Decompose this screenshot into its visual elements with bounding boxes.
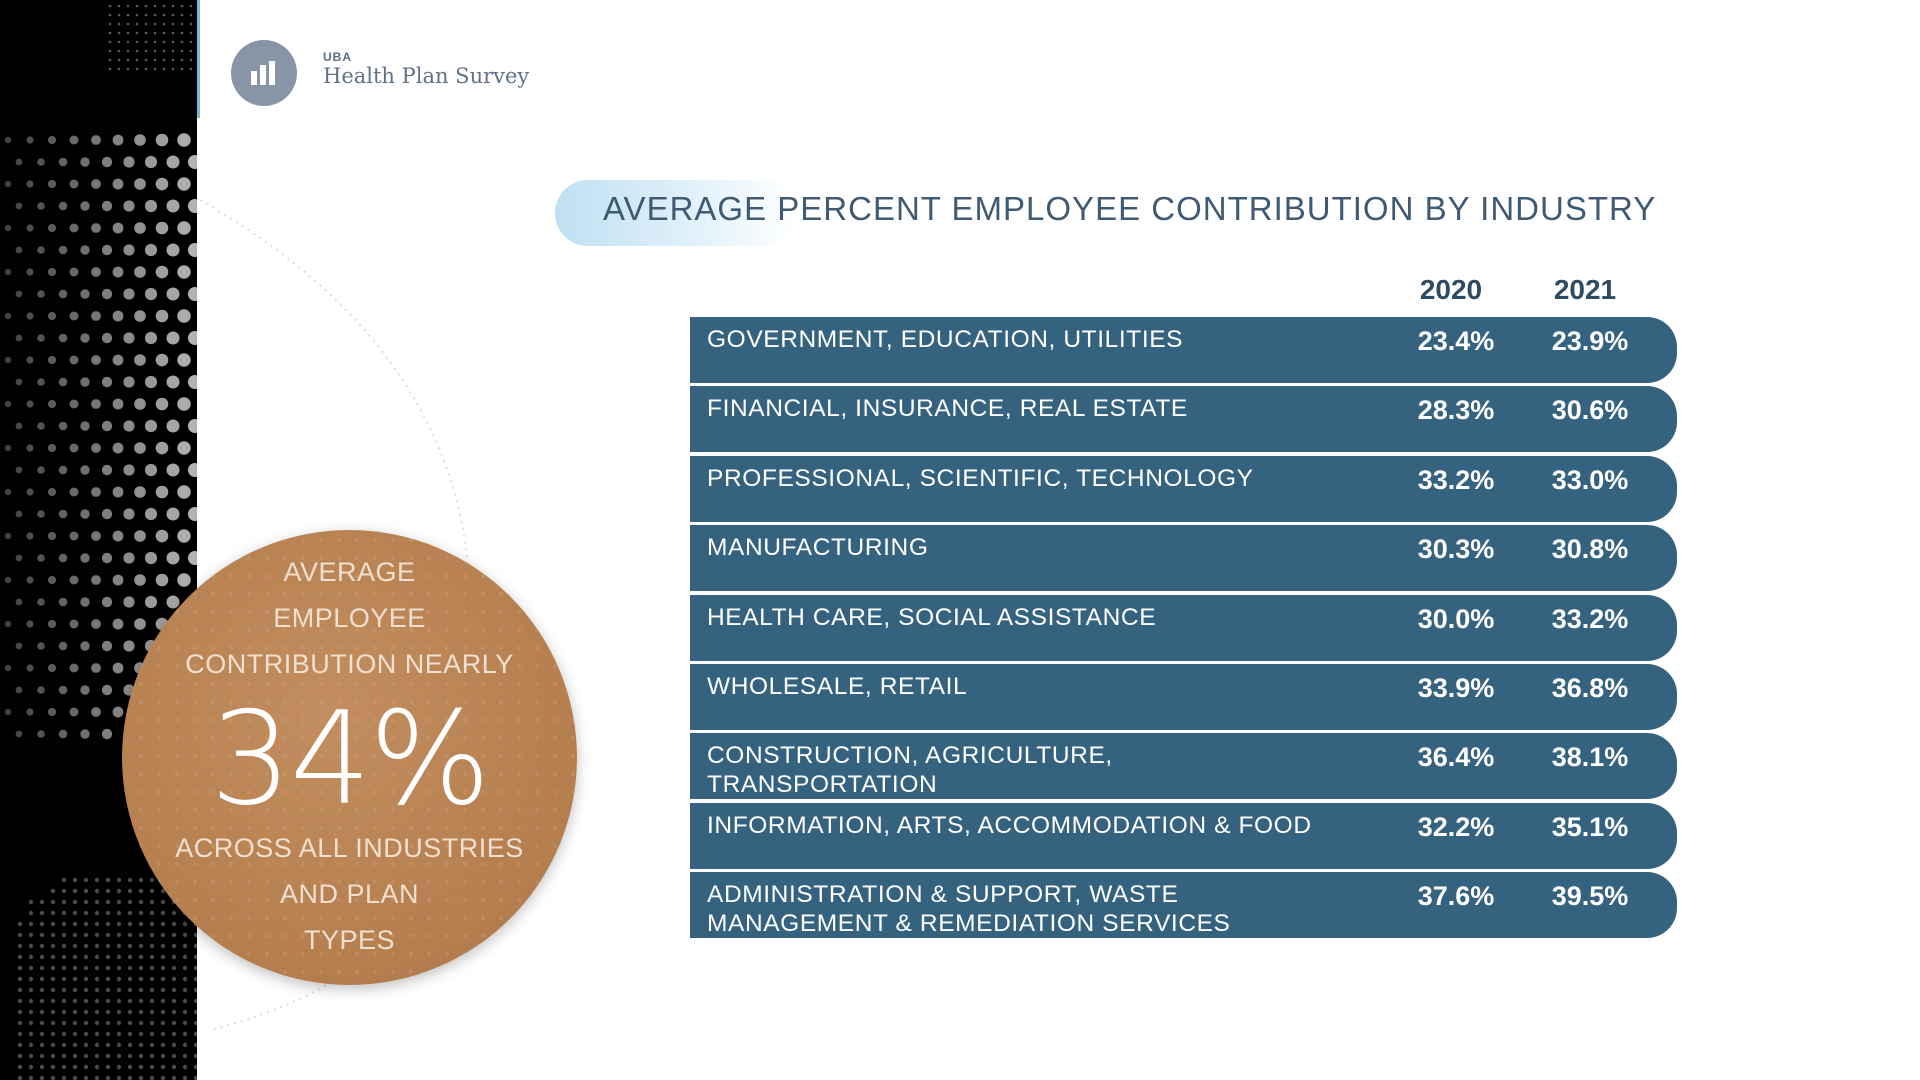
table-row: PROFESSIONAL, SCIENTIFIC, TECHNOLOGY 33.2… — [690, 455, 1677, 522]
row-value-2020: 32.2% — [1417, 811, 1495, 842]
row-industry-label: PROFESSIONAL, SCIENTIFIC, TECHNOLOGY — [707, 464, 1254, 492]
title-highlight — [555, 180, 795, 246]
row-value-2021: 33.2% — [1551, 603, 1629, 634]
table-row: INFORMATION, ARTS, ACCOMMODATION & FOOD 3… — [690, 802, 1677, 869]
logo-title: Health Plan Survey — [323, 64, 530, 88]
dot-pattern — [4, 4, 197, 1080]
row-industry-label: INFORMATION, ARTS, ACCOMMODATION & FOOD — [707, 811, 1312, 839]
row-value-2021: 33.0% — [1551, 464, 1629, 495]
row-value-2020: 23.4% — [1417, 326, 1495, 356]
row-value-2021: 30.8% — [1551, 534, 1629, 565]
table-row: ADMINISTRATION & SUPPORT, WASTE MANAGEME… — [690, 872, 1677, 939]
accent-line — [197, 0, 200, 118]
bar-chart-icon — [251, 61, 275, 85]
row-value-2020: 30.0% — [1417, 603, 1495, 634]
row-value-2021: 36.8% — [1551, 673, 1629, 703]
row-industry-label: CONSTRUCTION, AGRICULTURE, TRANSPORTATIO… — [707, 742, 1113, 799]
row-value-2020: 37.6% — [1417, 881, 1495, 912]
row-value-2021: 35.1% — [1551, 811, 1629, 842]
row-value-2021: 30.6% — [1551, 395, 1629, 426]
row-value-2020: 28.3% — [1417, 395, 1495, 426]
logo-badge — [231, 40, 297, 106]
table-row: GOVERNMENT, EDUCATION, UTILITIES 23.4% 23.… — [690, 317, 1677, 383]
row-industry-label: HEALTH CARE, SOCIAL ASSISTANCE — [707, 603, 1157, 631]
callout-line-6: TYPES — [303, 925, 396, 955]
table-row: MANUFACTURING 30.3% 30.8% — [690, 525, 1677, 592]
row-value-2020: 33.9% — [1417, 673, 1495, 703]
table-row: CONSTRUCTION, AGRICULTURE, TRANSPORTATIO… — [690, 733, 1677, 800]
row-value-2020: 33.2% — [1417, 464, 1495, 495]
row-industry-label: GOVERNMENT, EDUCATION, UTILITIES — [707, 326, 1184, 353]
callout-circle: AVERAGE EMPLOYEE CONTRIBUTION NEARLY 34%… — [122, 530, 577, 985]
callout-line-5: AND PLAN — [279, 879, 420, 909]
page-title: AVERAGE PERCENT EMPLOYEE CONTRIBUTION BY… — [603, 190, 1657, 227]
callout-line-2: EMPLOYEE — [273, 603, 426, 633]
column-header-2020: 2020 — [1419, 274, 1483, 305]
row-value-2021: 38.1% — [1551, 742, 1629, 773]
callout-line-1: AVERAGE — [283, 557, 416, 587]
row-value-2020: 30.3% — [1417, 534, 1495, 565]
row-industry-label: MANUFACTURING — [707, 534, 929, 562]
row-value-2020: 36.4% — [1417, 742, 1495, 773]
table-row: FINANCIAL, INSURANCE, REAL ESTATE 28.3% 30… — [690, 386, 1677, 453]
row-industry-label: FINANCIAL, INSURANCE, REAL ESTATE — [707, 395, 1188, 423]
table-row: HEALTH CARE, SOCIAL ASSISTANCE 30.0% 33.2% — [690, 594, 1677, 661]
column-header-2021: 2021 — [1553, 274, 1617, 305]
left-decor-panel — [0, 0, 197, 1080]
row-industry-label: WHOLESALE, RETAIL — [707, 673, 968, 700]
callout-line-3: CONTRIBUTION NEARLY — [185, 649, 514, 679]
row-industry-label: ADMINISTRATION & SUPPORT, WASTE MANAGEME… — [707, 881, 1231, 938]
table-row: WHOLESALE, RETAIL 33.9% 36.8% — [690, 664, 1677, 730]
callout-big-value: 34% — [210, 685, 491, 834]
circle-dot-texture — [139, 538, 575, 974]
row-value-2021: 39.5% — [1551, 881, 1629, 912]
logo-org: UBA — [323, 50, 352, 64]
callout-line-4: ACROSS ALL INDUSTRIES — [175, 833, 524, 863]
row-value-2021: 23.9% — [1551, 326, 1629, 356]
